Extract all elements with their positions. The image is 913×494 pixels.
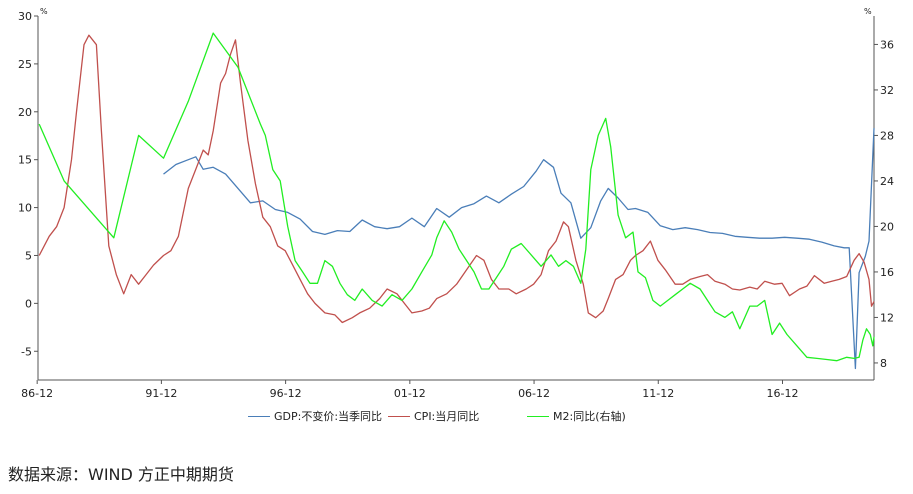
left-tick-label: 25 <box>18 58 32 71</box>
left-tick-label: 5 <box>25 249 32 262</box>
chart-series <box>38 32 875 370</box>
series-line-2 <box>38 32 875 362</box>
series-line-1 <box>38 34 875 324</box>
legend-label-cpi: CPI:当月同比 <box>414 410 480 423</box>
right-tick-label: 28 <box>880 129 894 142</box>
series-line-0 <box>163 128 875 370</box>
x-tick-label: 06-12 <box>518 387 550 400</box>
legend-swatch-gdp <box>248 415 270 417</box>
right-tick-label: 32 <box>880 84 894 97</box>
legend-label-gdp: GDP:不变价:当季同比 <box>274 410 383 423</box>
chart: -5 0 5 10 15 20 25 30 % 8 12 16 20 24 28 32 36% 86-12 91-1… <box>18 7 894 400</box>
chart-axes: -5 0 5 10 15 20 25 30 % 8 12 16 20 24 28 32 36% 86-12 91-1… <box>18 7 894 400</box>
left-tick-label: 15 <box>18 154 32 167</box>
left-axis-unit: % <box>40 7 48 16</box>
left-tick-label: -5 <box>21 345 32 358</box>
legend-item-m2: M2:同比(右轴) <box>527 408 626 424</box>
right-tick-label: 36 <box>880 38 894 51</box>
x-tick-label: 11-12 <box>642 387 674 400</box>
x-tick-label: 96-12 <box>270 387 302 400</box>
x-tick-label: 16-12 <box>767 387 799 400</box>
left-tick-label: 30 <box>18 10 32 23</box>
legend-swatch-m2 <box>527 415 549 417</box>
left-tick-label: 10 <box>18 202 32 215</box>
right-tick-label: 12 <box>880 311 894 324</box>
left-tick-label: 20 <box>18 106 32 119</box>
legend: GDP:不变价:当季同比 CPI:当月同比 M2:同比(右轴) <box>0 408 913 424</box>
x-tick-label: 01-12 <box>394 387 426 400</box>
legend-label-m2: M2:同比(右轴) <box>553 410 626 423</box>
right-tick-label: 16 <box>880 266 894 279</box>
legend-swatch-cpi <box>388 415 410 417</box>
left-tick-label: 0 <box>25 297 32 310</box>
legend-item-cpi: CPI:当月同比 <box>388 408 479 424</box>
x-tick-label: 91-12 <box>145 387 177 400</box>
right-tick-label: 8 <box>880 357 887 370</box>
x-tick-label: 86-12 <box>21 387 53 400</box>
right-tick-label: 24 <box>880 175 894 188</box>
right-tick-label: 20 <box>880 220 894 233</box>
legend-item-gdp: GDP:不变价:当季同比 <box>248 408 382 424</box>
right-axis-unit: % <box>864 7 872 16</box>
source-note: 数据来源：WIND 方正中期期货 <box>8 465 234 484</box>
